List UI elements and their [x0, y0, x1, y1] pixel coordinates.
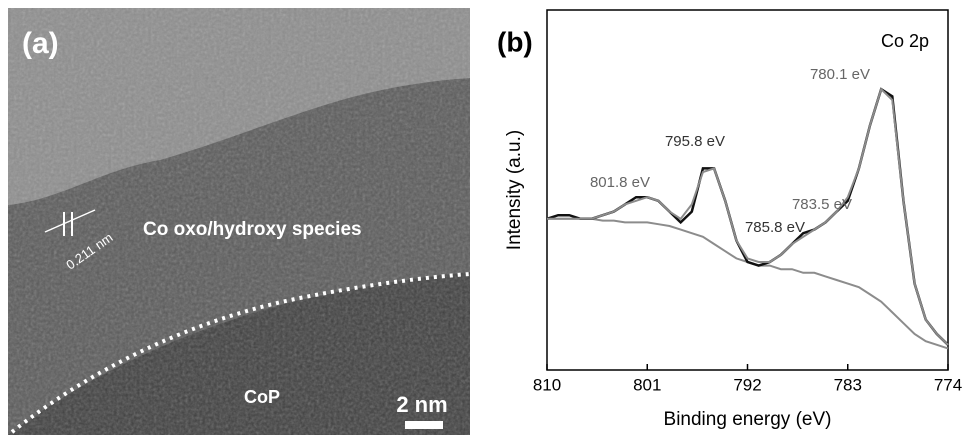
interface-line: [10, 272, 470, 434]
y-axis-label: Intensity (a.u.): [504, 130, 525, 250]
core-label: CoP: [244, 387, 280, 407]
series-line: [547, 217, 949, 350]
scale-label: 2 nm: [396, 392, 447, 417]
series-line: [547, 87, 949, 346]
region-label: Co oxo/hydroxy species: [143, 219, 362, 240]
x-tick-label: 801: [633, 375, 661, 394]
peak-label: 783.5 eV: [792, 196, 852, 213]
peak-label: 801.8 eV: [590, 174, 650, 191]
chart-title: Co 2p: [881, 31, 929, 51]
chart: 810 801 792 783 774 Binding energy (eV) Intens…: [497, 9, 962, 430]
tem-image: [8, 8, 470, 435]
panel-label: (a): [22, 27, 59, 60]
scale-bar: [405, 421, 443, 429]
panel-label: (b): [497, 26, 533, 57]
peak-label: 785.8 eV: [745, 219, 805, 236]
peak-label: 795.8 eV: [665, 133, 725, 150]
peak-label: 780.1 eV: [810, 66, 870, 83]
series-line: [546, 87, 949, 346]
x-tick-label: 792: [733, 375, 761, 394]
x-tick-label: 810: [533, 375, 561, 394]
x-tick-label: 783: [834, 375, 862, 394]
x-tick-label: 774: [934, 375, 962, 394]
x-axis-label: Binding energy (eV): [664, 409, 832, 430]
